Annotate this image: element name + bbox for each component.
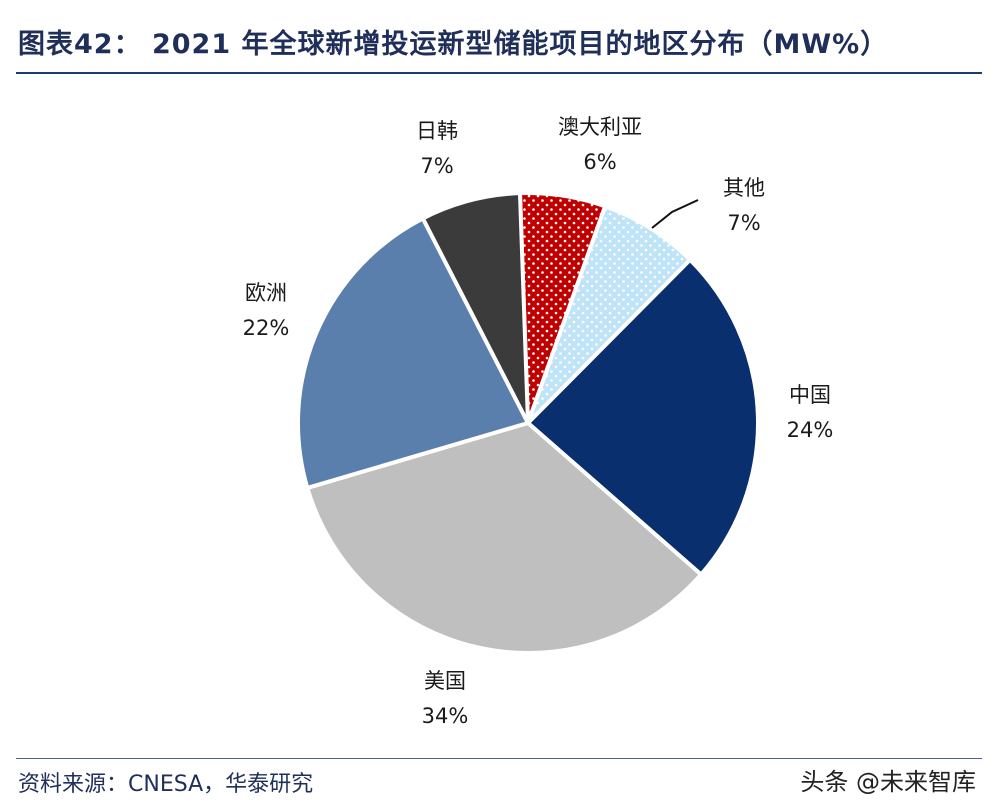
slice-label-name: 日韩 xyxy=(416,119,458,143)
slice-label-value: 7% xyxy=(420,154,453,178)
slice-label-name: 欧洲 xyxy=(245,281,287,305)
pie-slice-4 xyxy=(305,421,704,655)
slice-label-name: 美国 xyxy=(424,669,466,693)
source-note: 资料来源：CNESA，华泰研究 xyxy=(18,772,314,797)
slice-label-value: 24% xyxy=(787,418,834,442)
pie-slice-2-pattern xyxy=(528,206,691,423)
slice-label-name: 其他 xyxy=(723,176,765,200)
pie-slice-6 xyxy=(420,191,530,425)
pie-slice-1-pattern xyxy=(519,193,606,423)
slice-label-value: 7% xyxy=(727,211,760,235)
slice-label-name: 澳大利亚 xyxy=(558,115,642,139)
slice-label-name: 中国 xyxy=(789,383,831,407)
watermark: 头条 @未来智库 xyxy=(800,768,976,796)
pie-slice-5 xyxy=(296,216,530,490)
slice-label-value: 22% xyxy=(243,316,290,340)
pie-slice-3 xyxy=(526,257,760,577)
footer-rule xyxy=(16,758,982,759)
slice-label-value: 34% xyxy=(422,704,469,728)
title-rule xyxy=(16,72,982,74)
slice-label-value: 6% xyxy=(583,150,616,174)
leader-line-other xyxy=(651,199,699,229)
chart-title: 图表42： 2021 年全球新增投运新型储能项目的地区分布（MW%） xyxy=(18,29,889,60)
